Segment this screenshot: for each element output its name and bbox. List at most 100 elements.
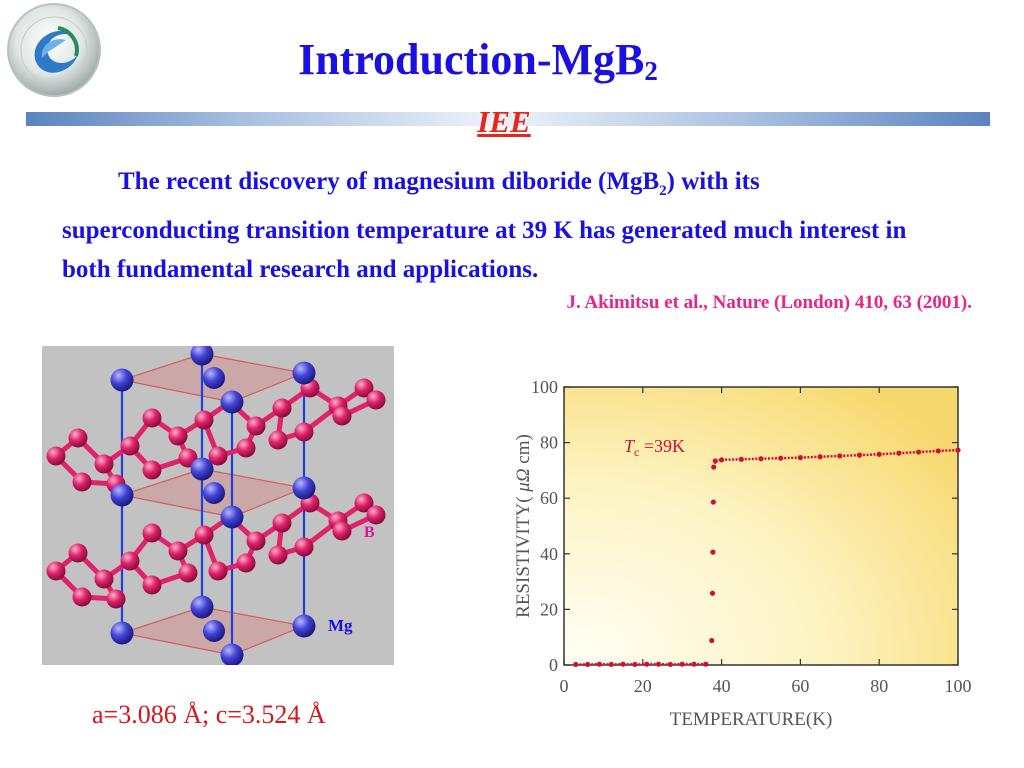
boron-atom — [268, 545, 288, 565]
data-point — [916, 449, 922, 455]
boron-atom — [208, 561, 228, 581]
boron-atom — [236, 553, 256, 573]
magnesium-atoms — [110, 342, 316, 667]
data-point — [608, 661, 614, 668]
boron-atom — [332, 406, 352, 426]
boron-atom — [366, 390, 386, 410]
boron-label: B — [364, 524, 375, 541]
boron-atom — [72, 587, 92, 607]
boron-atom — [236, 438, 256, 458]
magnesium-atom — [110, 368, 134, 392]
data-point — [876, 451, 882, 457]
boron-atom — [168, 541, 188, 561]
crystal-structure-drawing: B Mg — [46, 342, 386, 667]
tc-annotation: Tc =39K — [624, 436, 685, 459]
data-point — [710, 549, 716, 555]
boron-atom — [142, 460, 162, 480]
data-point — [691, 661, 697, 667]
magnesium-atom — [292, 614, 316, 638]
boron-atom — [106, 589, 126, 609]
data-points — [573, 447, 961, 668]
data-point — [632, 661, 638, 668]
boron-atom — [194, 525, 214, 545]
y-tick-label: 60 — [540, 488, 558, 508]
boron-atom — [72, 472, 92, 492]
plot-area — [564, 387, 958, 665]
plot-frame — [563, 386, 959, 666]
y-tick-label: 0 — [549, 655, 558, 675]
magnesium-atom — [292, 476, 316, 500]
boron-atom — [272, 513, 292, 533]
boron-atom — [354, 378, 374, 398]
boron-atom — [332, 521, 352, 541]
boron-atom — [208, 446, 228, 466]
data-point — [711, 464, 717, 470]
magnesium-atom — [220, 505, 244, 529]
boron-atom — [194, 410, 214, 430]
data-point — [679, 661, 685, 667]
y-tick-label: 80 — [540, 433, 558, 453]
data-point — [817, 454, 823, 460]
magnesium-atom — [203, 367, 225, 389]
x-tick-label: 80 — [870, 676, 888, 696]
y-tick-label: 100 — [531, 377, 558, 397]
subtitle-iee: IEE — [477, 104, 531, 139]
boron-atom — [46, 561, 66, 581]
data-point — [596, 661, 603, 667]
magnesium-atom — [190, 595, 214, 619]
boron-atom — [68, 428, 88, 448]
boron-atom — [142, 408, 162, 428]
x-tick-label: 20 — [634, 676, 652, 696]
data-point — [667, 661, 673, 668]
magnesium-atom — [203, 620, 225, 642]
boron-atom — [246, 531, 266, 551]
data-point — [709, 637, 715, 644]
crystal-structure-figure: B Mg — [42, 342, 394, 667]
y-tick-label: 40 — [540, 544, 558, 564]
boron-atom — [94, 569, 114, 589]
data-point — [896, 450, 902, 456]
y-tick-label: 20 — [540, 599, 558, 619]
data-point — [709, 590, 716, 596]
boron-atom — [268, 430, 288, 450]
boron-atom — [46, 446, 66, 466]
data-point — [710, 499, 716, 505]
data-point — [856, 452, 863, 458]
data-point — [719, 457, 725, 463]
x-tick-label: 40 — [713, 676, 731, 696]
title-divider — [26, 112, 990, 126]
magnesium-atom — [190, 457, 214, 481]
boron-atom — [246, 416, 266, 436]
data-point — [797, 455, 803, 461]
boron-atom — [94, 454, 114, 474]
data-point — [644, 661, 650, 667]
x-axis-label: TEMPERATURE(K) — [670, 709, 833, 730]
data-point — [655, 661, 662, 667]
x-tick-label: 60 — [791, 676, 809, 696]
magnesium-atom — [190, 342, 214, 366]
boron-atoms — [46, 378, 386, 609]
boron-atom — [366, 505, 386, 525]
institute-logo — [7, 3, 101, 97]
y-axis-ticks: 0 20 40 60 80 100 — [531, 377, 958, 675]
boron-atom — [354, 493, 374, 513]
data-point — [620, 661, 626, 667]
magnesium-atom — [220, 643, 244, 667]
boron-atom — [120, 436, 140, 456]
x-tick-label: 0 — [560, 676, 569, 696]
boron-atom — [294, 537, 314, 557]
resistivity-chart: 0 20 40 60 80 100 0 20 40 60 80 100 Tc =39K TEMPER… — [513, 377, 972, 730]
x-tick-label: 100 — [945, 676, 972, 696]
boron-atom — [168, 426, 188, 446]
magnesium-atom — [220, 390, 244, 414]
data-point — [738, 456, 744, 462]
boron-atom — [68, 543, 88, 563]
data-point — [585, 661, 591, 668]
data-point — [837, 453, 843, 459]
data-point — [573, 661, 579, 668]
data-point — [758, 456, 764, 462]
boron-atom — [142, 575, 162, 595]
data-point — [778, 455, 784, 461]
data-point — [955, 447, 961, 453]
y-axis-label: RESISTIVITY( μΩ cm) — [513, 434, 534, 618]
